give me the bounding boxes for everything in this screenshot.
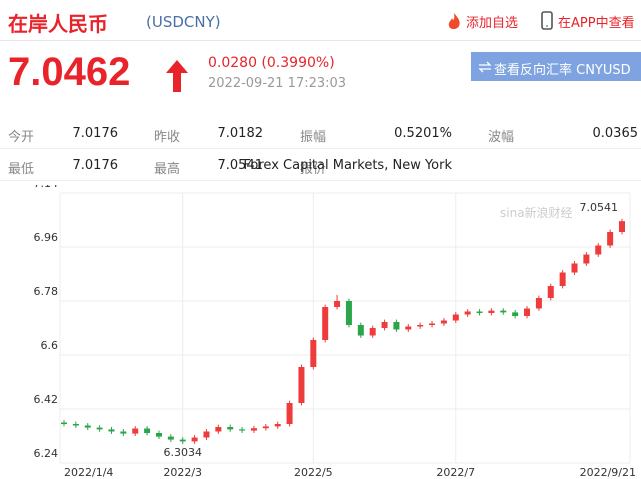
stat-label: 最高 (154, 162, 181, 177)
x-tick-label: 2022/3 (163, 466, 202, 479)
candle-body (61, 422, 67, 424)
stat-label: 最低 (8, 162, 35, 177)
stat-label: 报价 (300, 162, 327, 177)
candle-body (96, 427, 103, 430)
candle-body (345, 301, 352, 325)
phone-icon (541, 11, 553, 30)
candle-body (440, 320, 447, 324)
candle-body (334, 301, 341, 307)
title: 在岸人民币 (8, 12, 108, 36)
reverse-rate-button[interactable] (471, 52, 641, 81)
candle-body (286, 403, 293, 424)
reverse-rate-label[interactable]: 查看反向汇率 CNYUSD (494, 63, 631, 78)
candle-body (381, 322, 388, 328)
candle-body (417, 325, 424, 327)
candle-body (144, 428, 151, 433)
candle-body (274, 424, 281, 427)
x-tick-label: 2022/5 (294, 466, 333, 479)
candle-body (607, 232, 614, 246)
chart: sina新浪财经 6.24 6.42 6.6 6.78 6.96 7.14 2022/1/4… (34, 185, 637, 479)
stat-value: 7.0176 (72, 158, 119, 173)
candle-body (547, 286, 554, 298)
separator (0, 40, 641, 41)
candle-body (155, 433, 162, 437)
y-tick-label: 6.24 (34, 447, 59, 460)
candle-body (215, 427, 222, 432)
candle-body (322, 307, 329, 340)
candle-body (512, 312, 519, 316)
stats-row (0, 118, 641, 149)
candle-body (84, 425, 91, 428)
watermark: sina新浪财经 (500, 205, 573, 220)
y-tick-label: 6.6 (41, 339, 59, 352)
candle-body (476, 311, 483, 313)
stat-value: Forex Capital Markets, New York (243, 158, 452, 173)
candle-body (298, 367, 305, 403)
candle-body (369, 328, 376, 336)
candle-body (357, 325, 364, 336)
max-label: 7.0541 (580, 201, 619, 214)
candle-body (191, 437, 198, 442)
candle-body (464, 311, 471, 315)
candle-body (108, 429, 115, 432)
candle-body (250, 428, 257, 431)
candle-body (132, 428, 139, 434)
stat-label: 今开 (8, 130, 35, 145)
candle-body (167, 436, 174, 440)
candle-body (500, 310, 507, 313)
candle-body (179, 439, 186, 442)
candle-body (120, 431, 127, 434)
candle-body (583, 254, 590, 264)
candle-body (524, 308, 531, 316)
add-watchlist[interactable]: 添加自选 (466, 16, 519, 31)
x-tick-label: 2022/1/4 (64, 466, 113, 479)
candle-body (535, 298, 542, 309)
candle-body (72, 424, 79, 426)
stat-label: 波幅 (488, 130, 515, 145)
min-label: 6.3034 (163, 446, 202, 459)
symbol: (USDCNY) (146, 13, 221, 31)
candle-body (559, 272, 566, 286)
stat-value: 0.5201% (394, 126, 452, 141)
candle-body (488, 310, 495, 313)
stats-row (0, 150, 641, 181)
candle-body (619, 221, 625, 232)
stat-label: 振幅 (300, 130, 327, 145)
swap-icon (478, 61, 492, 73)
candle-body (452, 314, 459, 321)
candle-body (262, 426, 269, 429)
y-tick-label: 6.42 (34, 393, 59, 406)
price: 7.0462 (8, 50, 131, 94)
candle-body (310, 340, 317, 367)
up-arrow (166, 60, 188, 92)
x-tick-label: 2022/7 (436, 466, 475, 479)
timestamp: 2022-09-21 17:23:03 (208, 76, 347, 91)
candle-body (227, 427, 234, 430)
view-in-app[interactable]: 在APP中查看 (558, 16, 635, 31)
candle-body (405, 326, 412, 330)
stat-label: 昨收 (154, 130, 181, 145)
stat-value: 7.0176 (72, 126, 119, 141)
stat-value: 7.0541 (217, 158, 264, 173)
candle-body (393, 322, 400, 330)
flame-icon (448, 13, 460, 29)
stat-value: 7.0182 (217, 126, 264, 141)
candle-body (203, 431, 210, 438)
change: 0.0280 (0.3990%) (208, 55, 335, 71)
y-tick-label: 6.96 (34, 231, 59, 244)
candle-body (429, 323, 436, 325)
stat-value: 0.0365 (592, 126, 639, 141)
y-tick-label: 7.14 (34, 185, 59, 190)
y-tick-label: 6.78 (34, 285, 59, 298)
candle-body (239, 429, 246, 431)
candle-body (571, 263, 578, 273)
x-tick-label: 2022/9/21 (580, 466, 636, 479)
candle-body (595, 245, 602, 255)
